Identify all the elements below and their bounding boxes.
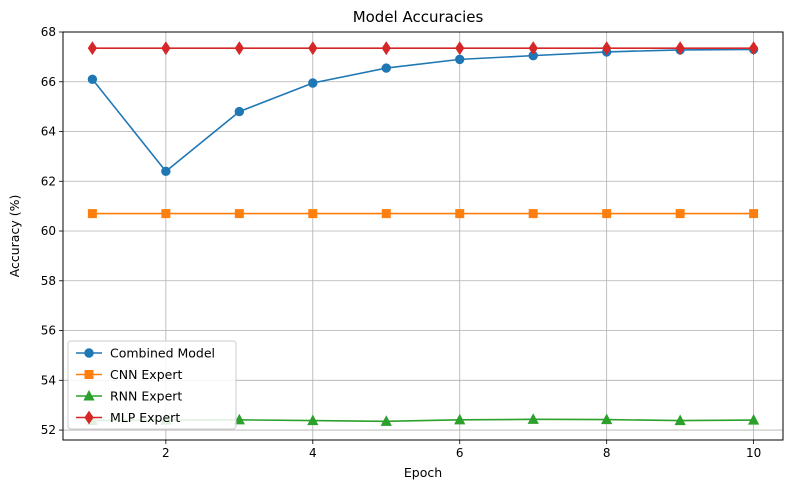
- data-point-cnn-expert: [455, 209, 465, 219]
- series-mlp-expert: [87, 41, 759, 56]
- legend-marker: [84, 410, 94, 425]
- data-point-combined-model: [234, 106, 245, 117]
- legend-label: CNN Expert: [110, 367, 182, 382]
- series-cnn-expert: [87, 209, 759, 219]
- legend-entry-cnn-expert: CNN Expert: [76, 367, 182, 382]
- data-point-mlp-expert: [87, 41, 97, 56]
- series-combined-model: [87, 44, 759, 177]
- y-tick-label: 60: [41, 224, 56, 238]
- data-point-mlp-expert: [602, 41, 612, 56]
- data-point-rnn-expert: [233, 413, 245, 425]
- data-point-mlp-expert: [749, 41, 759, 56]
- y-tick-label: 62: [41, 174, 56, 188]
- legend-label: MLP Expert: [110, 410, 180, 425]
- legend-label: RNN Expert: [110, 389, 182, 404]
- x-tick-label: 8: [603, 446, 611, 460]
- x-tick-label: 6: [456, 446, 464, 460]
- legend-marker: [83, 389, 95, 401]
- data-point-rnn-expert: [747, 414, 760, 425]
- data-point-rnn-expert: [380, 415, 392, 426]
- data-point-mlp-expert: [308, 41, 318, 56]
- x-tick-label: 10: [746, 446, 761, 460]
- data-point-combined-model: [161, 166, 171, 177]
- y-tick-label: 52: [41, 423, 56, 437]
- series-line-combined-model: [91, 48, 754, 173]
- y-tick-label: 56: [41, 324, 56, 338]
- data-point-combined-model: [308, 78, 318, 88]
- legend-box: [67, 340, 237, 430]
- data-point-cnn-expert: [749, 209, 759, 219]
- y-tick-label: 58: [41, 274, 56, 288]
- y-tick-label: 66: [41, 75, 56, 89]
- data-point-cnn-expert: [161, 209, 171, 219]
- data-point-rnn-expert: [454, 413, 466, 425]
- data-point-combined-model: [381, 63, 391, 73]
- x-tick-label: 2: [162, 446, 170, 460]
- chart-title: Model Accuracies: [353, 8, 484, 26]
- legend-entry-combined-model: Combined Model: [76, 346, 215, 361]
- data-point-rnn-expert: [307, 414, 319, 426]
- y-tick-label: 64: [41, 125, 56, 139]
- series-layer: [86, 41, 760, 426]
- data-point-rnn-expert: [674, 414, 686, 426]
- data-point-cnn-expert: [234, 209, 244, 219]
- data-point-cnn-expert: [602, 209, 612, 219]
- data-point-mlp-expert: [675, 41, 685, 56]
- y-axis-label: Accuracy (%): [7, 195, 22, 278]
- data-point-rnn-expert: [527, 413, 539, 424]
- x-axis-label: Epoch: [404, 465, 442, 480]
- data-point-mlp-expert: [234, 41, 244, 56]
- data-point-mlp-expert: [161, 41, 171, 56]
- data-point-rnn-expert: [601, 413, 613, 425]
- legend-entry-rnn-expert: RNN Expert: [76, 389, 182, 404]
- y-tick-label: 54: [41, 373, 56, 387]
- data-point-cnn-expert: [308, 209, 318, 219]
- data-point-cnn-expert: [381, 209, 391, 219]
- plot-frame: [62, 31, 784, 441]
- legend: Combined Model CNN Expert RNN Expert MLP Ex…: [67, 340, 237, 430]
- data-point-mlp-expert: [455, 41, 465, 56]
- x-tick-label: 4: [309, 446, 317, 460]
- data-point-cnn-expert: [87, 209, 97, 219]
- legend-marker: [84, 370, 94, 379]
- data-point-combined-model: [87, 74, 98, 84]
- y-tick-label: 68: [41, 25, 56, 39]
- data-point-mlp-expert: [381, 41, 391, 56]
- legend-label: Combined Model: [110, 346, 215, 361]
- data-point-combined-model: [455, 54, 465, 65]
- legend-entry-mlp-expert: MLP Expert: [76, 410, 180, 425]
- data-point-cnn-expert: [675, 209, 685, 219]
- data-point-mlp-expert: [528, 41, 538, 56]
- legend-marker: [84, 348, 94, 358]
- data-point-cnn-expert: [528, 209, 538, 219]
